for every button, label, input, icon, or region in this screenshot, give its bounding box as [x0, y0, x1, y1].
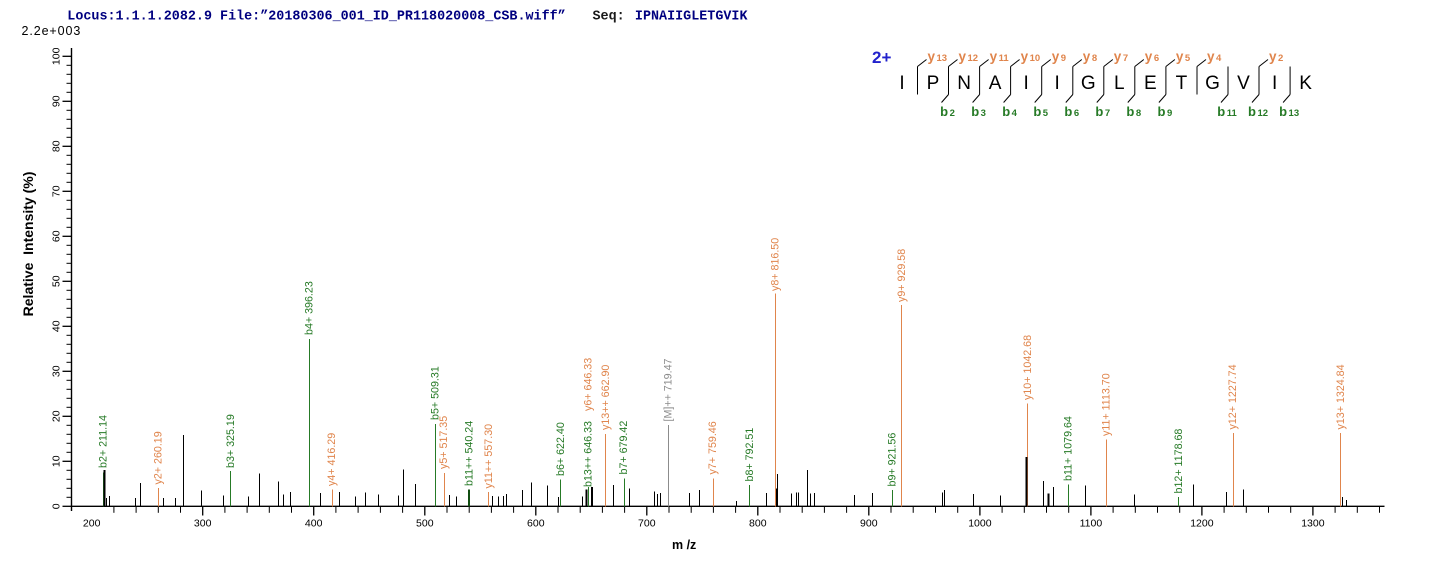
svg-text:y9+ 929.58: y9+ 929.58 — [896, 249, 908, 302]
svg-text:K: K — [1299, 73, 1312, 94]
svg-text:y10+ 1042.68: y10+ 1042.68 — [1022, 335, 1034, 400]
svg-text:y5: y5 — [1176, 49, 1191, 64]
svg-text:b13: b 13 — [1279, 104, 1299, 119]
svg-text:b6: b6 — [1064, 104, 1079, 119]
svg-text:1300: 1300 — [1301, 518, 1325, 530]
svg-text:Relative Intensity (%): Relative Intensity (%) — [20, 172, 36, 317]
svg-text:1100: 1100 — [1080, 518, 1103, 530]
svg-text:b3: b3 — [971, 104, 986, 119]
svg-text:1000: 1000 — [968, 518, 992, 530]
svg-text:y11++ 557.30: y11++ 557.30 — [483, 424, 495, 489]
svg-text:I: I — [1272, 73, 1277, 94]
svg-text:20: 20 — [51, 410, 63, 422]
svg-text:b11: b 11 — [1217, 104, 1237, 119]
svg-text:y12+ 1227.74: y12+ 1227.74 — [1227, 364, 1239, 429]
svg-text:P: P — [927, 73, 940, 94]
svg-text:y2+ 260.19: y2+ 260.19 — [153, 431, 165, 484]
svg-text:y8: y8 — [1083, 49, 1097, 64]
svg-text:60: 60 — [51, 230, 63, 242]
svg-text:I: I — [1024, 73, 1029, 94]
svg-text:y13+ 1324.84: y13+ 1324.84 — [1335, 364, 1347, 429]
svg-text:E: E — [1144, 73, 1157, 94]
svg-text:1200: 1200 — [1190, 518, 1214, 530]
svg-text:80: 80 — [51, 140, 63, 152]
svg-text:y5+ 517.35: y5+ 517.35 — [438, 416, 450, 469]
svg-text:IPNAIIGLETGVIK: IPNAIIGLETGVIK — [635, 10, 749, 25]
svg-text:I: I — [899, 73, 904, 94]
svg-text:2+: 2+ — [872, 48, 891, 67]
svg-text:y11+ 1113.70: y11+ 1113.70 — [1100, 373, 1112, 436]
svg-text:L: L — [1114, 73, 1125, 94]
svg-text:300: 300 — [194, 518, 212, 530]
svg-text:b5: b5 — [1033, 104, 1048, 119]
svg-text:Seq:: Seq: — [593, 10, 625, 25]
svg-text:400: 400 — [305, 518, 323, 530]
svg-text:y13: y 13 — [928, 49, 948, 64]
svg-text:b9+ 921.56: b9+ 921.56 — [887, 433, 899, 487]
svg-text:y11: y 11 — [990, 49, 1010, 64]
svg-text:0: 0 — [51, 503, 63, 509]
svg-text:[M]++ 719.47: [M]++ 719.47 — [663, 358, 675, 421]
svg-text:90: 90 — [51, 95, 63, 107]
svg-text:b2: b2 — [940, 104, 955, 119]
svg-text:40: 40 — [51, 320, 63, 332]
svg-text:G: G — [1081, 73, 1096, 94]
svg-text:70: 70 — [51, 185, 63, 197]
svg-text:y4+ 416.29: y4+ 416.29 — [326, 433, 338, 486]
svg-text:b3+ 325.19: b3+ 325.19 — [225, 414, 237, 468]
svg-text:600: 600 — [527, 518, 545, 530]
svg-text:b4: b4 — [1002, 104, 1017, 119]
svg-text:b2+ 211.14: b2+ 211.14 — [98, 415, 110, 468]
svg-text:b8: b8 — [1126, 104, 1141, 119]
svg-text:A: A — [989, 73, 1002, 94]
svg-text:I: I — [1055, 73, 1060, 94]
svg-text:100: 100 — [51, 47, 63, 65]
svg-text:b7: b7 — [1095, 104, 1110, 119]
svg-text:N: N — [957, 73, 971, 94]
svg-text:b6+ 622.40: b6+ 622.40 — [555, 422, 567, 476]
svg-text:b8+ 792.51: b8+ 792.51 — [744, 428, 756, 482]
svg-text:G: G — [1205, 73, 1220, 94]
svg-text:b4+ 396.23: b4+ 396.23 — [304, 281, 316, 335]
svg-text:y2: y2 — [1269, 49, 1283, 64]
svg-text:Locus:1.1.1.2082.9 File:”20180: Locus:1.1.1.2082.9 File:”20180306_001_ID… — [67, 10, 565, 25]
svg-text:b7+ 679.42: b7+ 679.42 — [618, 421, 630, 475]
svg-text:y13++ 662.90: y13++ 662.90 — [600, 365, 612, 430]
svg-text:m /z: m /z — [672, 538, 696, 552]
svg-text:b12: b 12 — [1248, 104, 1268, 119]
svg-text:y6: y6 — [1145, 49, 1159, 64]
svg-text:700: 700 — [638, 518, 656, 530]
svg-text:y9: y9 — [1052, 49, 1066, 64]
svg-text:900: 900 — [860, 518, 878, 530]
svg-text:V: V — [1237, 73, 1250, 94]
svg-text:10: 10 — [51, 455, 63, 467]
svg-text:y4: y4 — [1207, 49, 1222, 64]
svg-text:y8+ 816.50: y8+ 816.50 — [769, 238, 781, 291]
svg-text:b11++ 540.24: b11++ 540.24 — [463, 421, 475, 486]
svg-text:500: 500 — [416, 518, 434, 530]
svg-text:b9: b9 — [1158, 104, 1173, 119]
svg-text:200: 200 — [83, 518, 101, 530]
svg-text:y6+ 646.33: y6+ 646.33 — [583, 358, 595, 411]
svg-text:y10: y 10 — [1021, 49, 1041, 64]
svg-text:800: 800 — [749, 518, 767, 530]
svg-text:y7: y7 — [1114, 49, 1128, 64]
svg-text:b5+ 509.31: b5+ 509.31 — [429, 366, 441, 420]
svg-text:T: T — [1176, 73, 1188, 94]
svg-text:b13++ 646.33: b13++ 646.33 — [583, 421, 595, 487]
svg-text:y7+ 759.46: y7+ 759.46 — [707, 421, 719, 474]
svg-text:b12+ 1178.68: b12+ 1178.68 — [1173, 429, 1185, 494]
svg-text:b11+ 1079.64: b11+ 1079.64 — [1062, 416, 1074, 481]
svg-text:30: 30 — [51, 365, 63, 377]
svg-text:50: 50 — [51, 275, 63, 287]
svg-text:y12: y 12 — [959, 49, 979, 64]
svg-text:2.2e+003: 2.2e+003 — [22, 24, 82, 38]
